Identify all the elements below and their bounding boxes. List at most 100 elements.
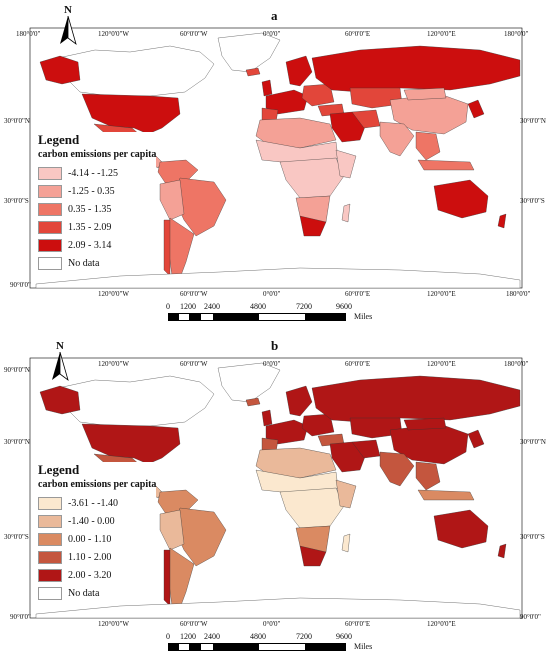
scale-bar-b: 0 1200 2400 4800 7200 9600 Miles — [166, 632, 372, 651]
legend-swatch — [38, 256, 62, 270]
russia — [311, 375, 521, 423]
coord-bottom-5: 120°0'0"E — [427, 620, 456, 628]
russia — [311, 45, 521, 93]
scale-tick: 1200 — [180, 302, 196, 311]
legend-b: Legend carbon emissions per capita -3.61… — [38, 462, 157, 602]
central-asia — [349, 417, 403, 439]
coord-top-0: 180°0'0" — [16, 30, 41, 38]
scale-tick: 2400 — [204, 632, 220, 641]
southeast-asia — [415, 131, 441, 161]
north-arrow-icon — [52, 351, 69, 382]
peru-bolivia — [159, 509, 185, 551]
australia — [433, 509, 489, 549]
legend-label: -1.40 - 0.00 — [68, 515, 115, 527]
legend-label: 2.09 - 3.14 — [68, 239, 112, 251]
legend-label: -4.14 - -1.25 — [68, 167, 118, 179]
scale-bar-segments — [168, 643, 346, 651]
scale-unit: Miles — [354, 642, 373, 651]
legend-item: 1.35 - 2.09 — [38, 218, 156, 236]
coord-bottom-6: 180°0'0" — [506, 290, 531, 298]
iceland — [245, 67, 261, 77]
legend-swatch — [38, 550, 62, 564]
indonesia — [417, 489, 475, 501]
legend-item: -1.40 - 0.00 — [38, 512, 156, 530]
coord-bottom-3: 0°0'0" — [263, 620, 281, 628]
legend-swatch — [38, 220, 62, 234]
coord-right-90: 90°0'0" — [520, 613, 541, 621]
southeast-asia — [415, 461, 441, 491]
coord-top-1: 120°0'0"W — [98, 30, 130, 38]
coord-left-30s: 30°0'0"S — [4, 533, 29, 541]
usa — [81, 423, 181, 465]
coord-right-30n: 30°0'0"N — [520, 117, 546, 125]
antarctica — [35, 267, 521, 288]
coord-bottom-1: 120°0'0"W — [98, 290, 130, 298]
legend-item: 2.00 - 3.20 — [38, 566, 156, 584]
coord-bottom-5: 120°0'0"E — [427, 290, 456, 298]
coord-left-90: 90°0'0" — [10, 281, 31, 289]
legend-label: -3.61 - -1.40 — [68, 497, 118, 509]
panel-letter-b: b — [271, 338, 279, 353]
legend-title: Legend — [38, 462, 80, 477]
legend-swatch — [38, 568, 62, 582]
coord-top-3: 0°0'0" — [263, 360, 281, 368]
coord-top-5: 120°0'0"E — [427, 30, 456, 38]
coord-top-2: 60°0'0"W — [180, 360, 208, 368]
east-africa — [335, 479, 357, 509]
legend-item: 0.00 - 1.10 — [38, 530, 156, 548]
chile — [163, 549, 171, 607]
scale-tick: 7200 — [296, 632, 312, 641]
mongolia — [403, 87, 447, 101]
legend-subtitle: carbon emissions per capita — [38, 149, 157, 160]
north-arrow-b: N — [48, 340, 72, 387]
coord-right-30n: 30°0'0"N — [520, 438, 546, 446]
coord-top-4: 60°0'0"E — [345, 360, 371, 368]
scale-bar-a: 0 1200 2400 4800 7200 9600 Miles — [166, 302, 372, 321]
coord-left-90: 90°0'0" — [10, 613, 31, 621]
western-europe — [265, 89, 309, 115]
new-zealand — [497, 543, 507, 559]
north-arrow-a: N — [56, 4, 80, 51]
coord-top-6: 180°0'0" — [504, 30, 529, 38]
coord-top-1: 120°0'0"W — [98, 360, 130, 368]
mongolia — [403, 417, 447, 431]
madagascar — [341, 533, 351, 553]
legend-swatch — [38, 586, 62, 600]
coord-bottom-4: 60°0'0"E — [345, 290, 371, 298]
peru-bolivia — [159, 179, 185, 221]
india — [379, 451, 415, 487]
indonesia — [417, 159, 475, 171]
coord-top-4: 60°0'0"E — [345, 30, 371, 38]
scale-tick: 2400 — [204, 302, 220, 311]
legend-item: -4.14 - -1.25 — [38, 164, 156, 182]
canada — [57, 375, 215, 427]
india — [379, 121, 415, 157]
madagascar — [341, 203, 351, 223]
scandinavia — [285, 385, 313, 417]
coord-top-6: 180°0'0" — [504, 360, 529, 368]
coord-top-2: 60°0'0"W — [180, 30, 208, 38]
legend-swatch — [38, 238, 62, 252]
legend-item: 2.09 - 3.14 — [38, 236, 156, 254]
legend-label: 2.00 - 3.20 — [68, 569, 112, 581]
south-africa — [299, 545, 327, 567]
legend-label: 0.35 - 1.35 — [68, 203, 112, 215]
scale-tick: 4800 — [250, 302, 266, 311]
south-africa — [299, 215, 327, 237]
scandinavia — [285, 55, 313, 87]
uk — [261, 79, 273, 97]
scale-tick: 0 — [166, 302, 170, 311]
map-panel-b: b N 120°0'0"W 60°0'0"W 0°0'0" 60°0'0"E 1… — [0, 330, 550, 657]
greenland — [217, 32, 281, 73]
legend-label: -1.25 - 0.35 — [68, 185, 115, 197]
north-africa — [255, 447, 337, 479]
legend-title: Legend — [38, 132, 80, 147]
legend-swatch — [38, 532, 62, 546]
western-europe — [265, 419, 309, 445]
legend-label: No data — [68, 257, 100, 269]
scale-tick: 0 — [166, 632, 170, 641]
legend-item: 1.10 - 2.00 — [38, 548, 156, 566]
greenland — [217, 362, 281, 403]
legend-label: 1.10 - 2.00 — [68, 551, 112, 563]
scale-bar-segments — [168, 313, 346, 321]
